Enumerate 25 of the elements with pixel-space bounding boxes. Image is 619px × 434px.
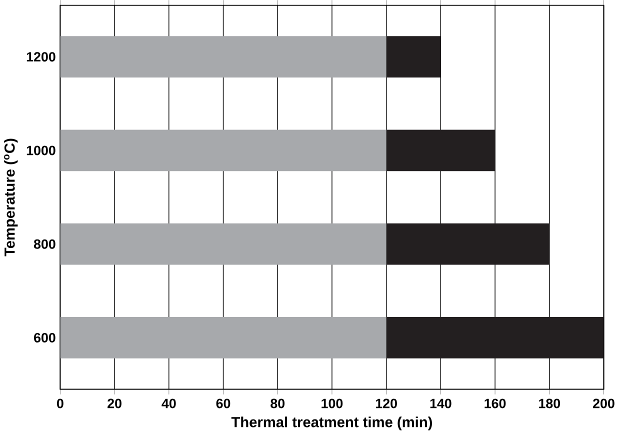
bar (60, 316, 386, 358)
bar (60, 36, 386, 78)
bar (386, 130, 496, 172)
y-tick-label: 1200 (26, 52, 56, 62)
x-tick-label: 180 (539, 398, 560, 408)
x-tick-label: 100 (322, 398, 343, 408)
y-tick-label: 600 (34, 332, 56, 342)
y-tick-label: 800 (34, 239, 56, 249)
y-tick-label: 1000 (26, 146, 56, 156)
bar (386, 223, 550, 265)
x-tick-label: 20 (108, 398, 122, 408)
y-axis-title: Temperature ($^{o}$C) (4, 138, 18, 256)
bar (60, 130, 386, 172)
x-tick-label: 160 (484, 398, 506, 408)
bar (386, 316, 604, 358)
x-tick-label: 80 (270, 398, 285, 408)
x-tick-label: 120 (376, 398, 397, 408)
bar (60, 223, 386, 265)
x-tick-label: 60 (216, 398, 230, 408)
x-axis-title: Thermal treatment time (min) (231, 416, 432, 430)
x-tick-label: 0 (57, 398, 64, 408)
bar (386, 36, 441, 78)
x-tick-label: 40 (162, 398, 176, 408)
x-tick-label: 140 (430, 398, 452, 408)
x-tick-label: 200 (593, 398, 614, 408)
